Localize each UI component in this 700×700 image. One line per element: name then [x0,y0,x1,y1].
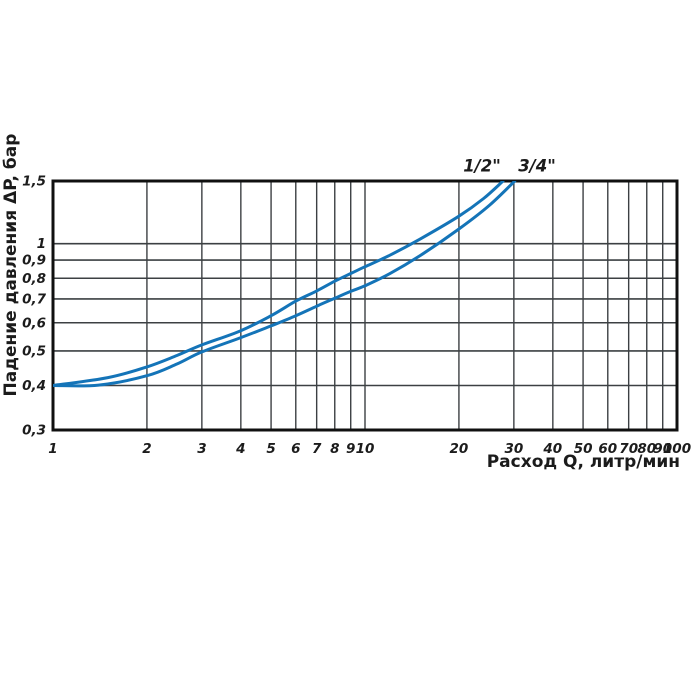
x-tick-label: 2 [142,441,151,457]
y-tick-label: 0,4 [22,378,46,394]
y-tick-label: 0,8 [22,271,46,287]
y-tick-label: 0,7 [22,291,47,307]
x-tick-label: 6 [291,441,300,457]
x-tick-label: 90 [653,441,672,457]
x-axis-title: Расход Q, литр/мин [486,452,680,472]
curve-three-quarter-inch [53,181,517,388]
x-tick-label: 80 [637,441,656,457]
x-tick-label: 60 [598,441,617,457]
y-tick-label: 0,6 [22,315,46,331]
x-tick-label: 8 [330,441,339,457]
series-label-three-quarter-inch: 3/4" [518,156,556,176]
y-tick-label: 0,5 [22,344,46,360]
x-tick-label: 7 [312,441,322,457]
x-tick-label: 40 [542,441,562,457]
x-tick-label: 50 [574,441,593,457]
x-tick-label: 30 [505,441,524,457]
y-tick-label: 0,3 [22,423,46,439]
y-tick-label: 0,9 [22,253,46,269]
y-tick-label: 1,5 [22,174,46,190]
x-tick-label: 1 [48,441,57,457]
curve-half-inch [53,181,505,387]
x-tick-label: 4 [235,441,245,457]
series-label-half-inch: 1/2" [463,156,501,176]
x-tick-label: 9 [346,441,355,457]
plot-border [51,179,679,432]
y-tick-label: 1 [37,236,46,252]
x-tick-label: 3 [197,441,206,457]
x-tick-label: 100 [663,441,691,457]
x-tick-label: 20 [450,441,469,457]
x-tick-label: 70 [619,441,638,457]
x-tick-label: 10 [356,441,375,457]
x-tick-label: 5 [266,441,275,457]
